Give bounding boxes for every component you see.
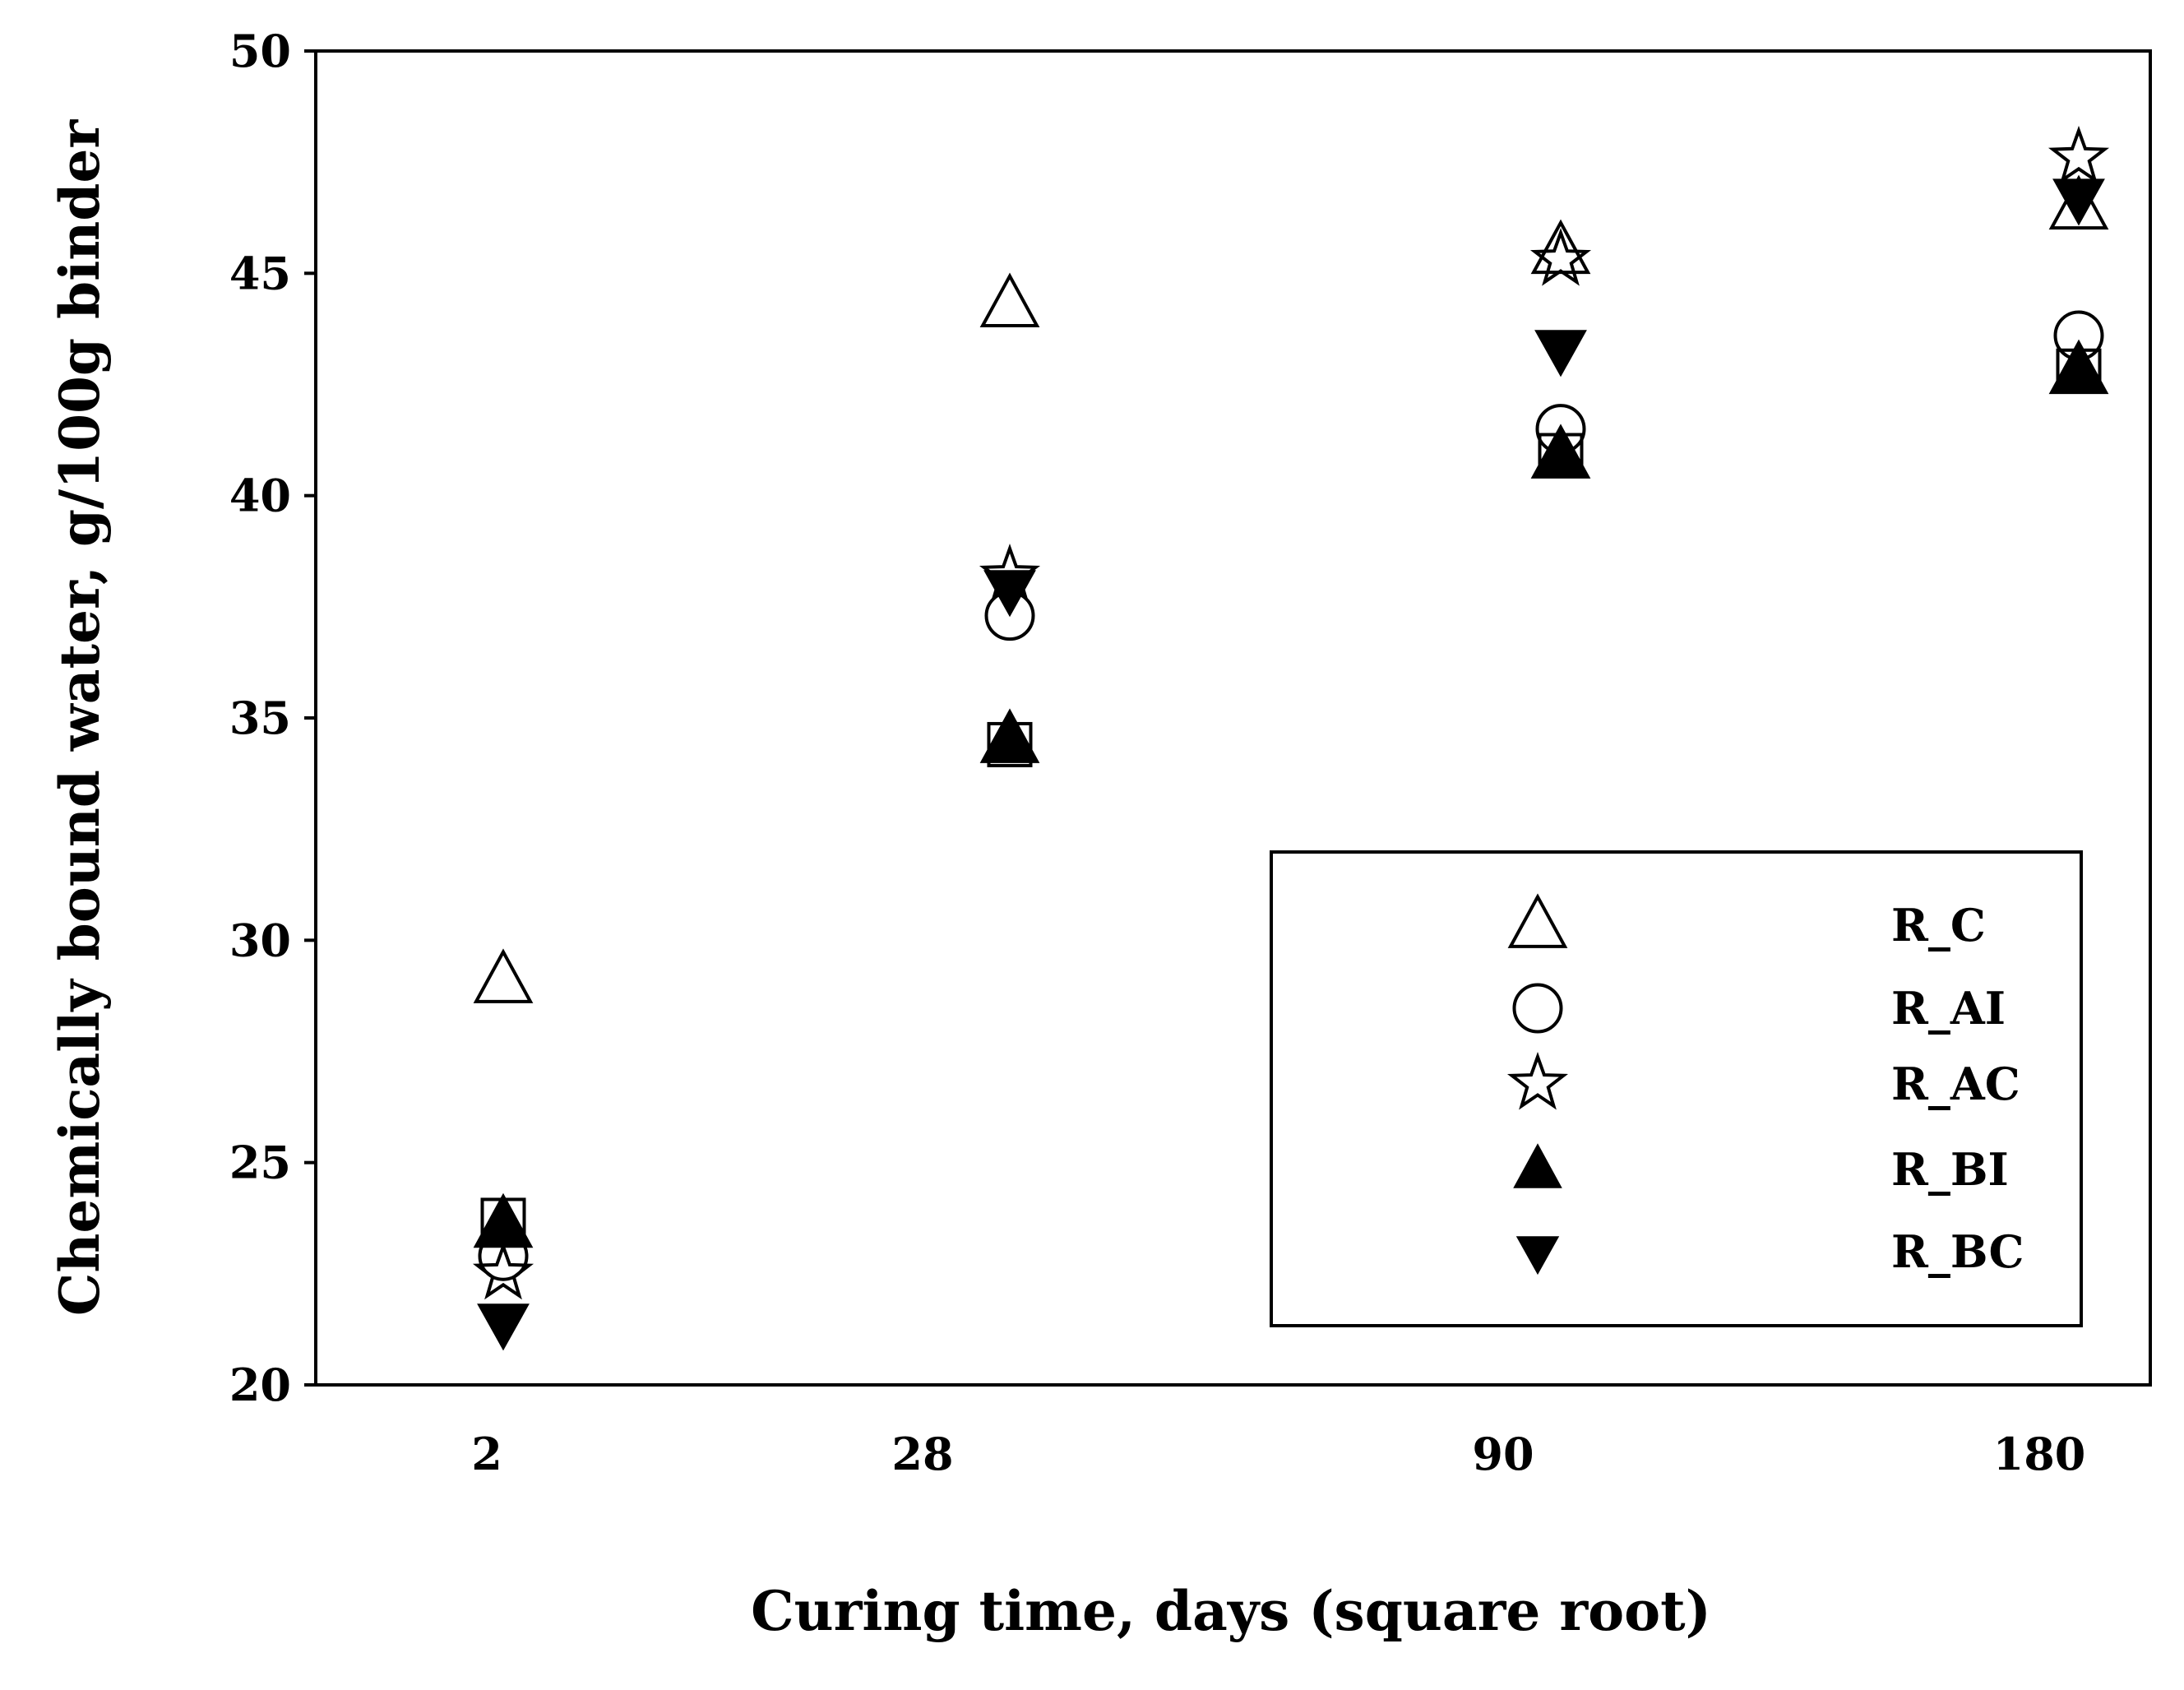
y-tick-label: 20 <box>229 1359 291 1411</box>
x-tick-label: 2 <box>471 1428 502 1480</box>
marker-r-bi <box>2048 339 2109 395</box>
marker-r-ac <box>1529 228 1592 286</box>
data-markers <box>472 125 2110 1351</box>
y-tick-label: 25 <box>229 1137 291 1189</box>
y-axis-ticks: 20 25 30 35 40 45 50 <box>229 25 316 1411</box>
legend-label: R_BC <box>1891 1225 2024 1278</box>
x-axis-title: Curing time, days (square root) <box>751 1579 1711 1643</box>
y-axis-title: Chemically bound water, g/100g binder <box>48 119 112 1317</box>
legend: R_C R_AI R_AC R_BI R_BC <box>1270 850 2083 1327</box>
legend-marker-r-ai <box>1512 983 1563 1034</box>
y-tick-label: 40 <box>229 470 291 522</box>
y-tick-label: 50 <box>229 25 291 77</box>
marker-r-bi <box>473 1192 534 1248</box>
x-tick-label: 180 <box>1993 1428 2086 1480</box>
marker-r-bc <box>983 570 1036 618</box>
x-tick-label: 90 <box>1472 1428 1534 1480</box>
y-tick-label: 30 <box>229 914 291 966</box>
x-tick-label: 28 <box>891 1428 953 1480</box>
legend-label: R_AI <box>1891 982 2006 1035</box>
marker-r-bc <box>2052 178 2105 226</box>
y-tick-label: 45 <box>229 247 291 299</box>
marker-r-c <box>2048 174 2109 230</box>
marker-r-bi <box>979 708 1040 763</box>
legend-label: R_AC <box>1891 1058 2020 1110</box>
marker-r-c <box>473 948 534 1003</box>
y-tick-label: 35 <box>229 692 291 744</box>
legend-label: R_BI <box>1891 1143 2009 1196</box>
legend-marker-r-c <box>1507 893 1568 948</box>
legend-marker-r-ac <box>1506 1052 1569 1110</box>
marker-r-bi <box>1530 424 1591 479</box>
legend-box <box>1270 850 2083 1327</box>
legend-marker-r-bc <box>1515 1236 1560 1276</box>
marker-r-ac <box>2048 125 2110 184</box>
marker-r-c <box>979 272 1040 328</box>
legend-marker-r-bi <box>1513 1143 1562 1188</box>
marker-r-bc <box>1534 330 1587 377</box>
legend-label: R_C <box>1891 899 1986 951</box>
x-axis-ticks: 2 28 90 180 <box>471 1428 2085 1480</box>
marker-r-ac <box>472 1241 534 1300</box>
marker-r-bc <box>477 1303 530 1351</box>
